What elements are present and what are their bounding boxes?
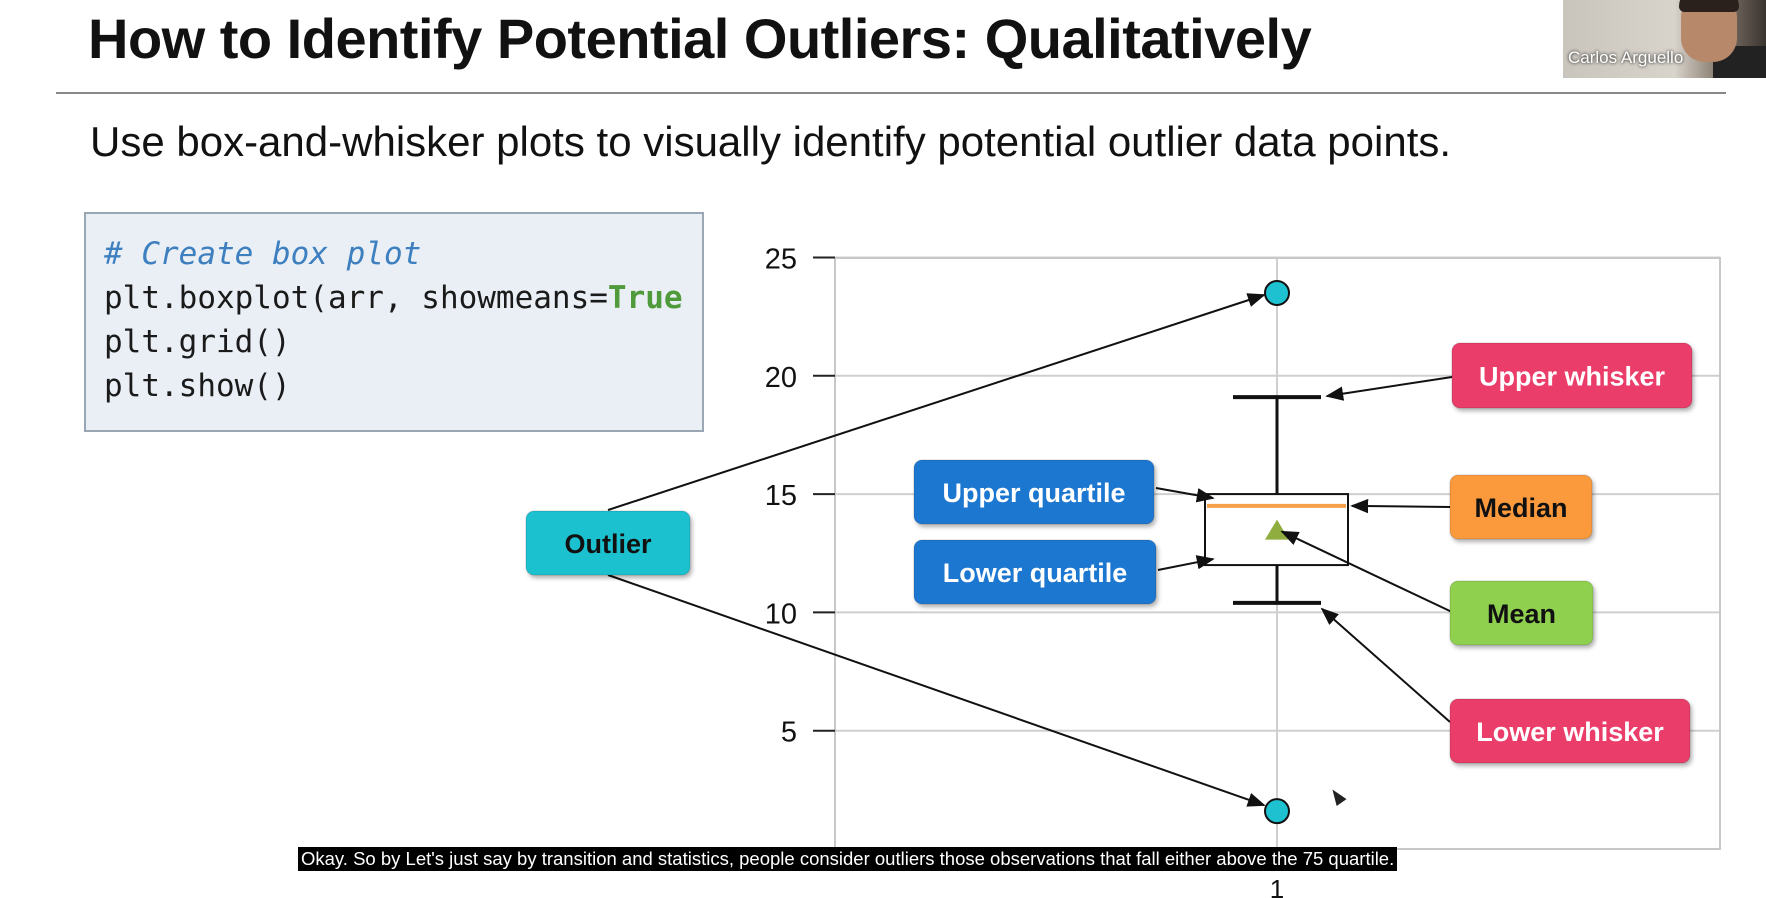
- code-line-grid: plt.grid(): [104, 324, 291, 360]
- code-keyword-true: True: [607, 280, 683, 316]
- label-upper-quartile: Upper quartile: [913, 459, 1155, 525]
- code-block: # Create box plot plt.boxplot(arr, showm…: [84, 212, 704, 432]
- arrow-outlier-high: [607, 293, 1266, 511]
- box-and-whisker: [1204, 279, 1349, 825]
- y-tick-label: 15: [765, 480, 797, 512]
- label-upper-quartile-bg: [913, 459, 1155, 525]
- arrow-lower-whisker: [1320, 607, 1451, 723]
- label-upper-whisker-bg: [1451, 342, 1693, 409]
- participant-hair: [1679, 0, 1739, 12]
- label-median-text: Median: [1474, 493, 1567, 523]
- arrow-median: [1350, 498, 1451, 514]
- label-lower-whisker: Lower whisker: [1449, 698, 1691, 764]
- title-divider: [56, 92, 1726, 94]
- outlier-point-high: [1264, 279, 1290, 306]
- y-tick-label: 10: [765, 598, 797, 630]
- arrow-mean: [1280, 530, 1453, 613]
- x-tick-label: 1: [1270, 874, 1284, 898]
- annotation-labels: Outlier Upper quartile Lower quartile Upper…: [525, 342, 1693, 764]
- label-upper-whisker: Upper whisker: [1451, 342, 1693, 409]
- label-mean-bg: [1449, 580, 1594, 646]
- label-lower-whisker-text: Lower whisker: [1476, 717, 1664, 747]
- arrow-lower-quartile: [1157, 555, 1215, 571]
- label-lower-whisker-bg: [1449, 698, 1691, 764]
- y-tick-label: 20: [765, 362, 797, 394]
- y-tick-label: 5: [781, 717, 797, 749]
- label-mean: Mean: [1449, 580, 1594, 646]
- label-median: Median: [1449, 474, 1593, 540]
- participant-name: Carlos Arguello: [1568, 48, 1684, 67]
- arrow-upper-whisker: [1325, 376, 1453, 401]
- label-lower-quartile-text: Lower quartile: [943, 558, 1128, 588]
- label-upper-whisker-text: Upper whisker: [1479, 362, 1666, 392]
- annotation-arrows: [607, 293, 1453, 807]
- label-outlier-text: Outlier: [564, 529, 652, 559]
- label-lower-quartile: Lower quartile: [913, 539, 1157, 605]
- label-outlier-bg: [525, 510, 691, 576]
- label-lower-quartile-bg: [913, 539, 1157, 605]
- label-median-bg: [1449, 474, 1593, 540]
- label-mean-text: Mean: [1487, 599, 1556, 629]
- slide-subtitle: Use box-and-whisker plots to visually id…: [90, 118, 1452, 165]
- y-tick-label: 25: [765, 244, 797, 276]
- code-boxplot-call: plt.boxplot(arr, showmeans=: [104, 280, 608, 316]
- plot-axes: 5 10 15 20 25 1: [765, 244, 1721, 898]
- slide-title: How to Identify Potential Outliers: Qual…: [88, 7, 1312, 70]
- label-outlier: Outlier: [525, 510, 691, 576]
- label-upper-quartile-text: Upper quartile: [942, 478, 1125, 508]
- arrow-upper-quartile: [1155, 487, 1215, 503]
- code-line-boxplot: plt.boxplot(arr, showmeans=True: [104, 276, 702, 320]
- participant-video-tile[interactable]: Carlos Arguello: [1563, 0, 1766, 78]
- code-comment: # Create box plot: [104, 236, 422, 272]
- code-line-show: plt.show(): [104, 368, 291, 404]
- outlier-point-low: [1264, 798, 1290, 825]
- closed-caption: Okay. So by Let's just say by transition…: [298, 847, 1398, 871]
- arrow-outlier-low: [607, 574, 1266, 807]
